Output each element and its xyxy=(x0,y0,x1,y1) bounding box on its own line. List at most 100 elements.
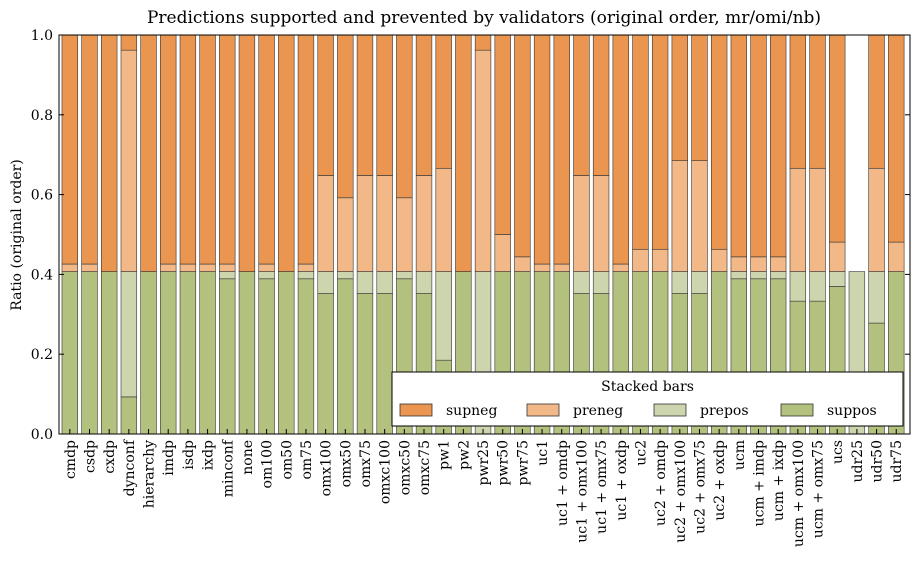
x-tick-label: omxc50 xyxy=(397,440,413,495)
legend-box xyxy=(391,371,904,427)
bar-segment-preneg xyxy=(474,49,492,272)
bar-segment-preneg xyxy=(809,167,826,272)
x-tick-label: uc1 + omx100 xyxy=(574,440,590,543)
legend-label-prepos: prepos xyxy=(700,403,749,419)
bar-segment-preneg xyxy=(888,241,905,272)
bar-segment-preneg xyxy=(494,234,511,272)
bar-segment-preneg xyxy=(61,263,79,272)
bar-segment-suppos xyxy=(219,278,236,435)
bar-segment-preneg xyxy=(435,167,452,272)
x-tick-label: pw2 xyxy=(456,440,472,470)
bar-segment-suppos xyxy=(376,293,393,435)
x-tick-label: pwr50 xyxy=(496,440,512,485)
bar-segment-supneg xyxy=(376,34,393,176)
bar-segment-preneg xyxy=(219,263,236,272)
bar-segment-supneg xyxy=(219,34,236,265)
bar-segment-preneg xyxy=(337,197,354,272)
bar-segment-preneg xyxy=(553,263,570,272)
bar-segment-supneg xyxy=(829,34,846,243)
bar-segment-supneg xyxy=(81,34,98,265)
x-tick-label: uc2 + omx100 xyxy=(673,440,689,543)
x-tick-label: isdp xyxy=(181,440,197,470)
bar-segment-supneg xyxy=(258,34,275,265)
bar-segment-preneg xyxy=(612,263,629,272)
bar-segment-prepos xyxy=(219,271,236,280)
y-tick-label: 0.0 xyxy=(31,427,53,443)
plot-frame xyxy=(58,34,911,435)
x-tick-label: pw1 xyxy=(437,440,453,470)
bar-segment-supneg xyxy=(671,34,688,161)
x-tick-label: ucs xyxy=(830,440,846,464)
x-tick-label: udr75 xyxy=(889,440,905,483)
bar-segment-supneg xyxy=(494,34,511,235)
x-tick-label: ucm + omx100 xyxy=(791,440,807,547)
bar-segment-preneg xyxy=(179,263,197,272)
x-tick-label: omxc100 xyxy=(378,440,394,504)
x-tick-label: ucm + ixdp xyxy=(771,440,787,521)
bar-segment-prepos xyxy=(868,271,885,324)
bar-segment-suppos xyxy=(199,271,216,435)
bar-segment-prepos xyxy=(120,271,138,398)
bar-segment-preneg xyxy=(868,167,885,272)
legend-label-suppos: suppos xyxy=(827,403,877,419)
bar-segment-supneg xyxy=(710,34,728,250)
x-tick-label: dynconf xyxy=(122,438,138,496)
bar-segment-preneg xyxy=(770,256,787,272)
bar-segment-supneg xyxy=(278,34,295,272)
bar-segment-preneg xyxy=(789,167,807,272)
x-tick-label: cmdp xyxy=(63,440,79,479)
bar-segment-preneg xyxy=(376,175,393,272)
bar-segment-supneg xyxy=(770,34,787,258)
x-tick-label: pwr75 xyxy=(515,440,531,485)
bar-segment-supneg xyxy=(730,34,748,258)
bar-segment-prepos xyxy=(435,271,452,361)
x-tick-label: pwr25 xyxy=(476,440,492,485)
x-tick-label: omxc75 xyxy=(417,440,433,495)
bar-segment-preneg xyxy=(356,175,374,272)
x-tick-label: uc1 xyxy=(535,440,551,466)
bar-segment-prepos xyxy=(829,271,846,287)
bar-segment-supneg xyxy=(317,34,334,176)
legend-swatch-suppos xyxy=(780,403,814,417)
x-tick-label: ucm + omx75 xyxy=(811,440,827,538)
bar-segment-supneg xyxy=(789,34,807,169)
bar-segment-suppos xyxy=(258,278,275,435)
bar-segment-preneg xyxy=(829,241,846,272)
bar-segment-supneg xyxy=(809,34,826,169)
bar-segment-preneg xyxy=(710,248,728,272)
bar-segment-supneg xyxy=(179,34,197,265)
bar-segment-prepos xyxy=(415,271,433,294)
bar-segment-preneg xyxy=(750,256,767,272)
bar-segment-supneg xyxy=(415,34,433,176)
bar-segment-supneg xyxy=(592,34,610,176)
bar-segment-prepos xyxy=(337,271,354,280)
legend-swatch-preneg xyxy=(526,403,560,417)
x-tick-label: ucm + imdp xyxy=(752,440,768,526)
legend-label-preneg: preneg xyxy=(573,403,623,419)
bar-segment-prepos xyxy=(592,271,610,294)
x-tick-label: uc2 + oxdp xyxy=(712,440,728,521)
bar-segment-supneg xyxy=(120,34,138,51)
bar-segment-suppos xyxy=(297,278,315,435)
y-tick-label: 0.2 xyxy=(31,347,53,363)
bar-segment-prepos xyxy=(730,271,748,280)
bar-segment-supneg xyxy=(455,34,472,272)
bar-segment-supneg xyxy=(337,34,354,199)
x-tick-label: uc2 + omdp xyxy=(653,440,669,526)
bar-segment-supneg xyxy=(396,34,413,199)
x-tick-label: uc1 + omx75 xyxy=(594,440,610,534)
bar-segment-preneg xyxy=(317,175,334,272)
x-tick-label: om75 xyxy=(299,440,315,480)
bar-segment-supneg xyxy=(533,34,551,265)
bar-segment-preneg xyxy=(81,263,98,272)
bar-segment-suppos xyxy=(160,271,177,435)
x-tick-label: none xyxy=(240,440,256,475)
bar-segment-preneg xyxy=(573,175,590,272)
bar-segment-suppos xyxy=(317,293,334,435)
y-tick-label: 0.6 xyxy=(31,188,53,204)
bar-segment-supneg xyxy=(140,34,157,272)
x-tick-label: uc1 + oxdp xyxy=(614,440,630,521)
bar-segment-supneg xyxy=(868,34,885,169)
y-tick-label: 0.8 xyxy=(31,108,53,124)
